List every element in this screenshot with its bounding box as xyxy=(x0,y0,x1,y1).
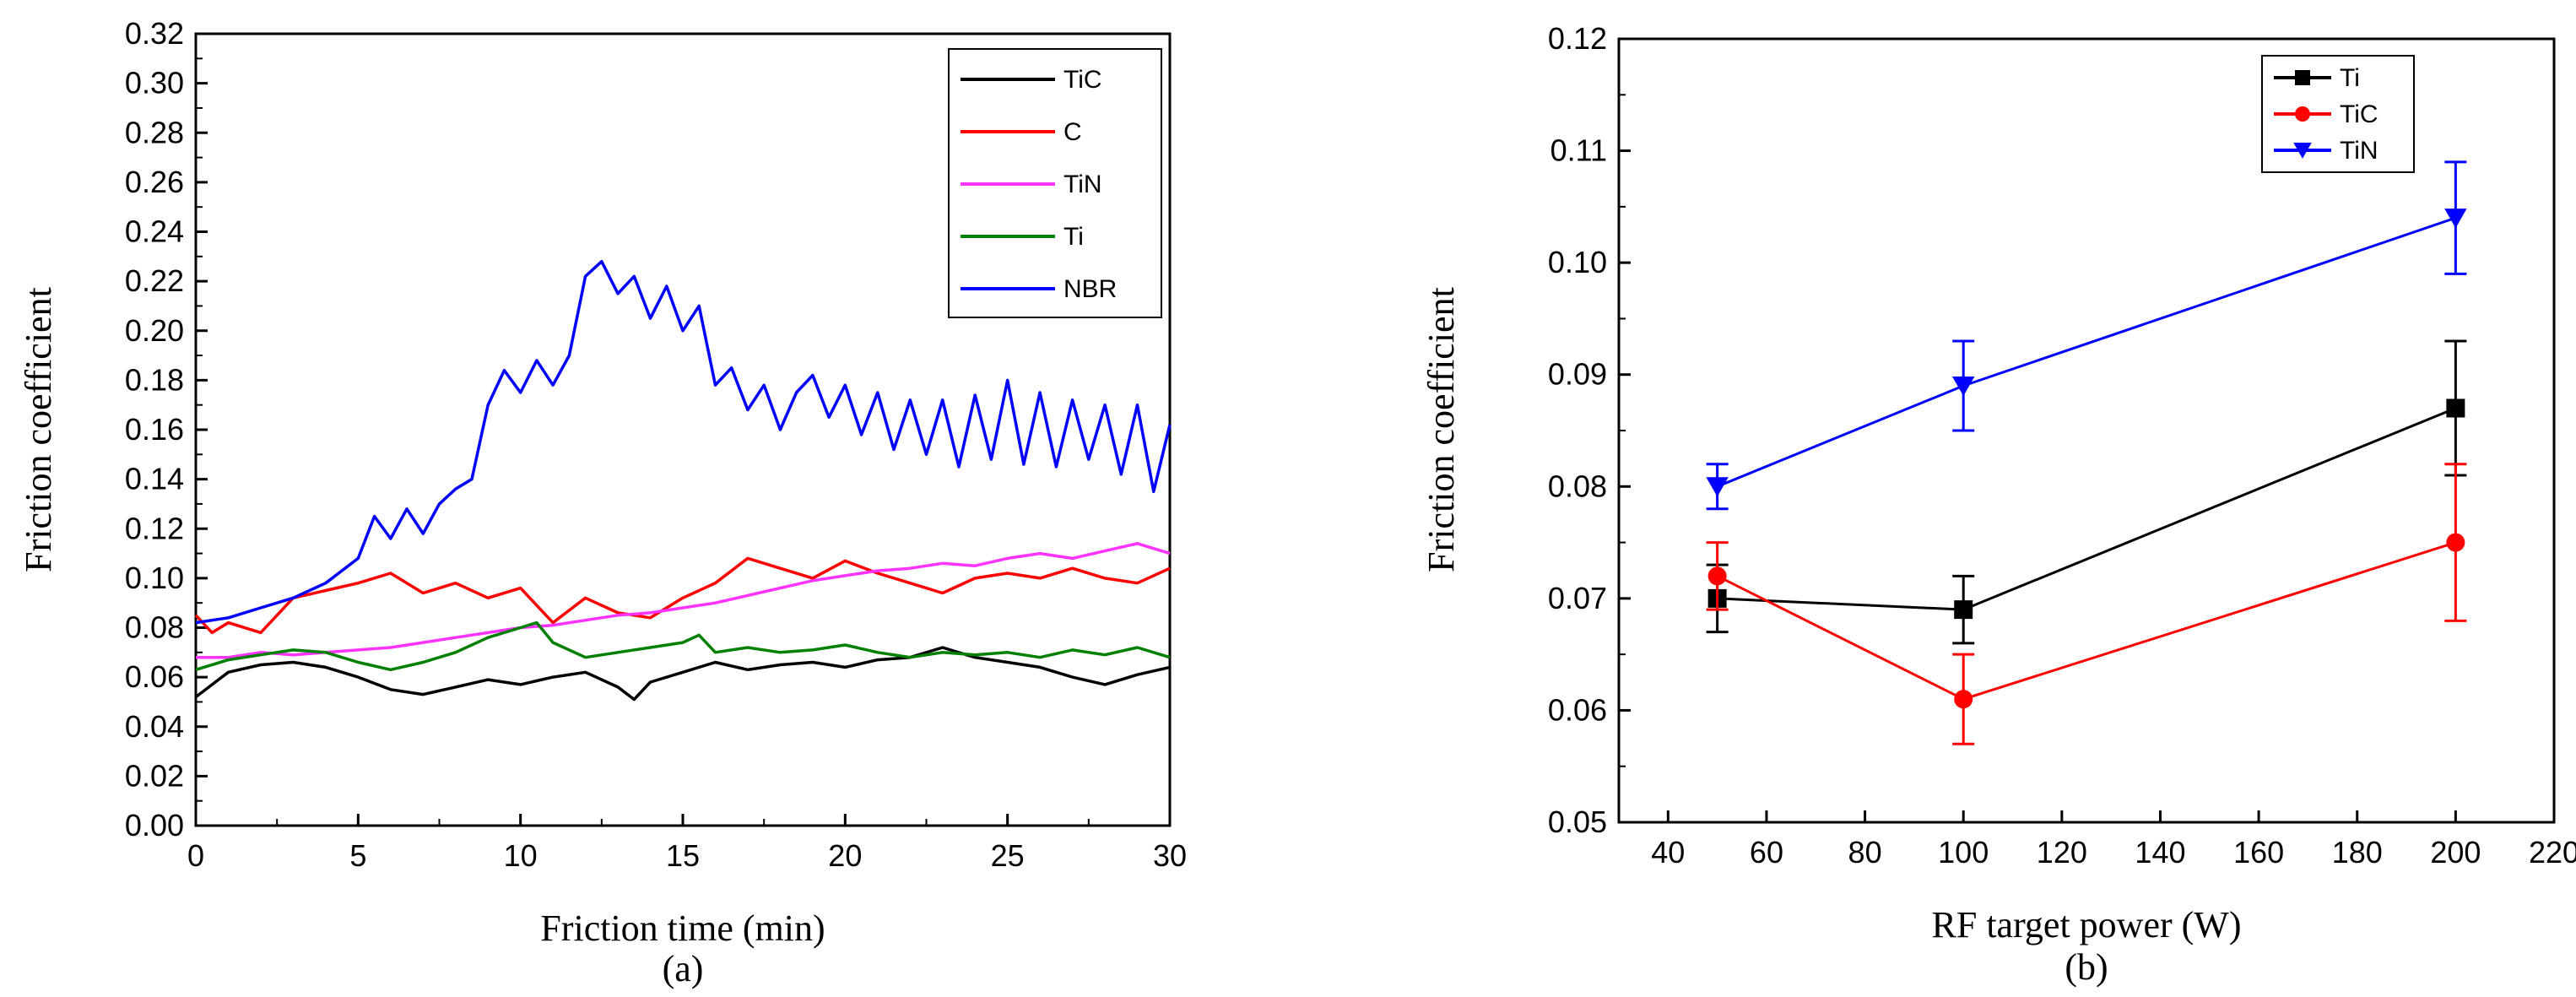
chart-a-y-tick-label: 0.28 xyxy=(125,115,184,149)
chart-a-x-tick-label: 25 xyxy=(991,838,1025,873)
chart-a-legend-label: C xyxy=(1063,118,1082,146)
chart-b-data-point xyxy=(1707,566,1727,586)
chart-b-y-tick-label: 0.12 xyxy=(1548,21,1607,56)
chart-b-x-tick-label: 60 xyxy=(1750,835,1783,870)
chart-b-legend-label: TiN xyxy=(2340,137,2378,165)
chart-b-x-axis-label: RF target power (W) xyxy=(1932,904,2242,946)
chart-a-y-tick-label: 0.14 xyxy=(125,462,184,496)
chart-a-y-tick-label: 0.26 xyxy=(125,165,184,199)
chart-a-legend: TiC C TiN Ti NBR xyxy=(948,48,1162,318)
chart-b-y-axis-label: Friction coefficient xyxy=(1421,287,1462,572)
chart-a-legend-label: Ti xyxy=(1063,223,1084,251)
chart-a-y-tick-label: 0.24 xyxy=(125,214,184,249)
chart-a-x-tick-label: 15 xyxy=(666,838,700,873)
chart-a-y-tick-label: 0.00 xyxy=(125,808,184,843)
chart-b-data-point xyxy=(1954,690,1973,709)
chart-b-y-tick-label: 0.10 xyxy=(1548,245,1607,279)
chart-b-y-tick-label: 0.06 xyxy=(1548,692,1607,727)
chart-b-series-line-tin xyxy=(1717,216,2456,488)
chart-b-x-tick-label: 80 xyxy=(1848,835,1882,870)
chart-b-x-tick-label: 100 xyxy=(1938,835,1989,870)
chart-b-y-tick-label: 0.08 xyxy=(1548,469,1607,503)
chart-a-y-tick-label: 0.20 xyxy=(125,313,184,348)
chart-a-x-tick-label: 5 xyxy=(349,838,366,873)
chart-b: 40 60 80 100 120 140 160 180 200 220 0.05 0.06 0.07 0… xyxy=(1421,21,2576,988)
chart-a-y-tick-label: 0.10 xyxy=(125,561,184,595)
chart-a-y-tick-label: 0.02 xyxy=(125,758,184,793)
chart-a-y-tick-label: 0.04 xyxy=(125,709,184,744)
chart-a-y-tick-label: 0.30 xyxy=(125,66,184,100)
chart-a: 0 5 10 15 20 25 30 0.00 0.02 0.04 0.06 0.08 0.10 0.12… xyxy=(18,16,1187,989)
chart-a-x-tick-label: 10 xyxy=(504,838,538,873)
chart-a-series-line-tin xyxy=(196,542,1171,659)
chart-a-y-tick-label: 0.08 xyxy=(125,610,184,645)
chart-b-x-tick-label: 160 xyxy=(2233,835,2284,870)
chart-a-series-line-ti xyxy=(195,620,1171,672)
chart-b-y-tick-label: 0.07 xyxy=(1548,581,1607,615)
chart-b-data-point xyxy=(2446,533,2465,552)
chart-b-legend-marker xyxy=(2295,106,2310,122)
chart-a-series-line-nbr xyxy=(195,259,1172,625)
chart-a-y-tick-label: 0.12 xyxy=(125,511,184,545)
chart-b-legend-marker xyxy=(2293,143,2312,159)
chart-a-y-tick-label: 0.16 xyxy=(125,412,184,447)
chart-b-legend: Ti TiC TiN xyxy=(2261,55,2415,173)
chart-a-series-line-c xyxy=(194,556,1171,635)
chart-b-panel-label: (b) xyxy=(2065,946,2108,988)
chart-b-y-tick-label: 0.09 xyxy=(1548,357,1607,392)
chart-b-x-tick-label: 120 xyxy=(2037,835,2087,870)
chart-b-x-tick-label: 200 xyxy=(2430,835,2481,870)
chart-b-data-point xyxy=(1706,477,1729,497)
chart-b-y-tick-label: 0.11 xyxy=(1550,133,1607,168)
chart-a-x-tick-label: 20 xyxy=(828,838,862,873)
chart-a-panel-label: (a) xyxy=(663,948,704,989)
chart-b-series xyxy=(1706,160,2467,745)
chart-a-series xyxy=(194,259,1172,702)
chart-b-data-point xyxy=(2444,209,2467,229)
chart-a-x-axis-label: Friction time (min) xyxy=(540,908,825,949)
chart-b-x-tick-label: 180 xyxy=(2332,835,2383,870)
chart-a-y-tick-label: 0.32 xyxy=(125,16,184,51)
chart-b-legend-label: Ti xyxy=(2340,64,2360,92)
chart-b-y-tick-label: 0.05 xyxy=(1548,805,1607,839)
chart-a-x-tick-label: 0 xyxy=(187,838,204,873)
chart-b-x-tick-label: 140 xyxy=(2135,835,2185,870)
chart-b-x-tick-label: 220 xyxy=(2529,835,2576,870)
chart-a-y-axis-label: Friction coefficient xyxy=(18,287,59,572)
chart-b-x-tick-label: 40 xyxy=(1651,835,1685,870)
chart-a-legend-label: TiN xyxy=(1063,171,1102,198)
chart-b-ticks: 40 60 80 100 120 140 160 180 200 220 0.05 0.06 0.07 0… xyxy=(1548,21,2576,870)
chart-a-x-tick-label: 30 xyxy=(1153,838,1187,873)
chart-b-series-line-ti xyxy=(1717,407,2456,611)
chart-b-data-point xyxy=(1954,600,1973,620)
chart-a-legend-label: NBR xyxy=(1063,275,1117,303)
chart-b-legend-label: TiC xyxy=(2340,100,2378,128)
chart-a-y-tick-label: 0.06 xyxy=(125,659,184,694)
chart-b-data-point xyxy=(2446,398,2465,418)
chart-a-y-tick-label: 0.18 xyxy=(125,362,184,397)
chart-a-series-line-tic xyxy=(194,646,1171,702)
chart-b-data-point xyxy=(1952,376,1975,397)
chart-a-y-tick-label: 0.22 xyxy=(125,263,184,298)
chart-a-ticks: 0 5 10 15 20 25 30 0.00 0.02 0.04 0.06 0.08 0.10 0.12… xyxy=(125,16,1187,873)
chart-a-legend-label: TiC xyxy=(1063,66,1102,94)
chart-b-series-line-tic xyxy=(1716,541,2456,701)
chart-b-legend-marker xyxy=(2295,70,2310,85)
